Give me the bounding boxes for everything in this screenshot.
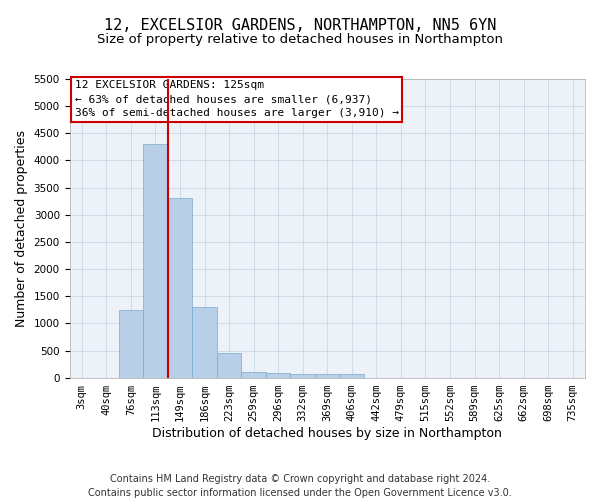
Bar [119, 310, 143, 378]
Bar [168, 198, 192, 378]
Bar [241, 372, 266, 378]
Bar [217, 354, 241, 378]
Bar [290, 374, 315, 378]
Bar [192, 307, 217, 378]
Text: Contains HM Land Registry data © Crown copyright and database right 2024.
Contai: Contains HM Land Registry data © Crown c… [88, 474, 512, 498]
Text: 12, EXCELSIOR GARDENS, NORTHAMPTON, NN5 6YN: 12, EXCELSIOR GARDENS, NORTHAMPTON, NN5 … [104, 18, 496, 32]
X-axis label: Distribution of detached houses by size in Northampton: Distribution of detached houses by size … [152, 427, 502, 440]
Text: Size of property relative to detached houses in Northampton: Size of property relative to detached ho… [97, 32, 503, 46]
Bar [143, 144, 168, 378]
Bar [315, 374, 340, 378]
Bar [340, 374, 364, 378]
Text: 12 EXCELSIOR GARDENS: 125sqm
← 63% of detached houses are smaller (6,937)
36% of: 12 EXCELSIOR GARDENS: 125sqm ← 63% of de… [74, 80, 398, 118]
Bar [266, 374, 290, 378]
Y-axis label: Number of detached properties: Number of detached properties [15, 130, 28, 327]
